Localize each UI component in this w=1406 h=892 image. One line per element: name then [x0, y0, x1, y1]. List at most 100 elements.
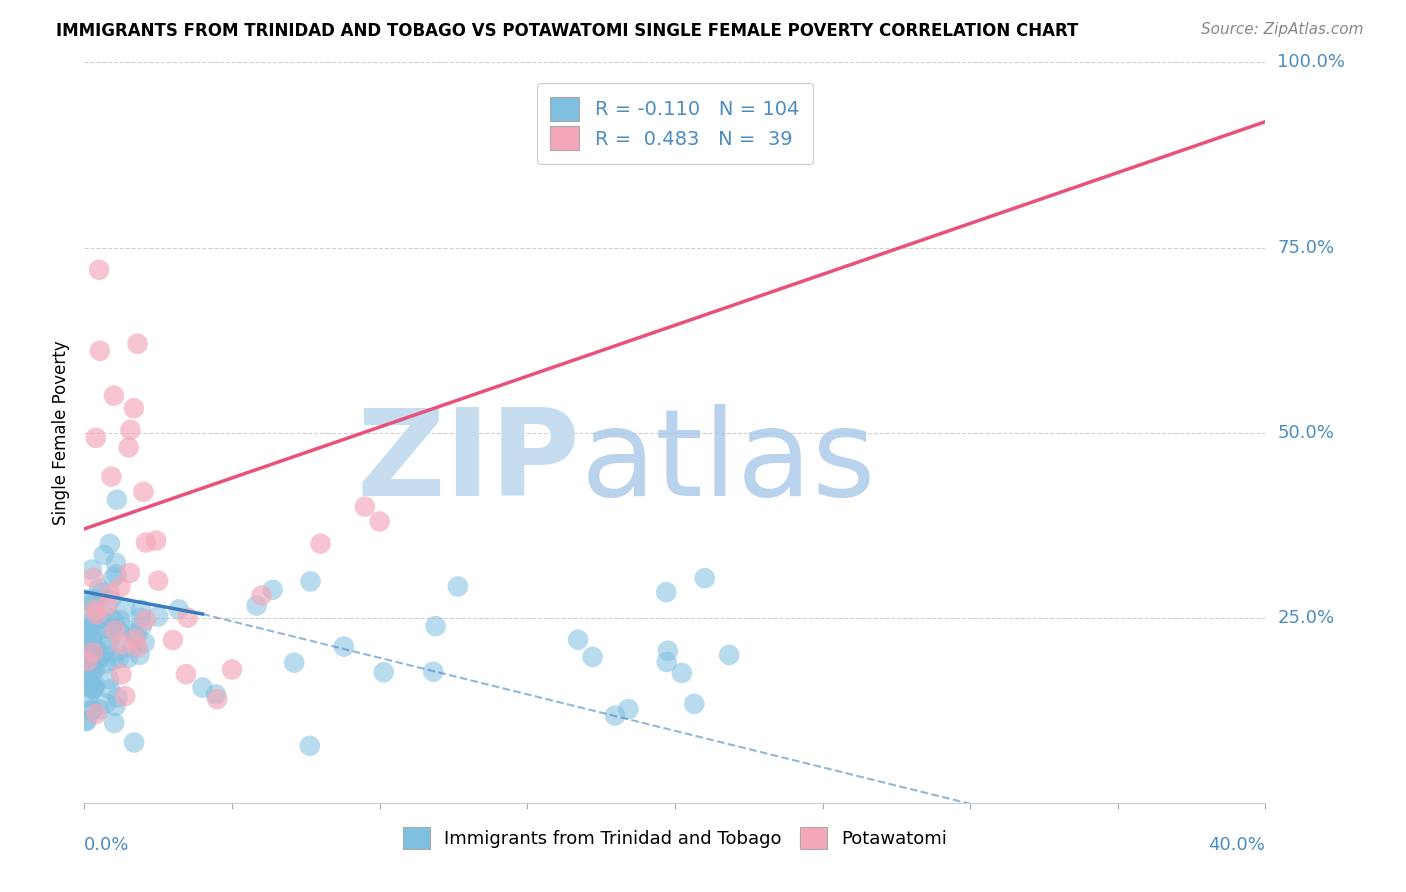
- Point: [129, 611, 152, 625]
- Point: [132, 484, 155, 499]
- Point: [124, 632, 146, 646]
- Point: [117, 651, 139, 665]
- Point: [128, 648, 150, 662]
- Point: [91, 585, 114, 599]
- Point: [581, 649, 603, 664]
- Point: [110, 667, 132, 681]
- Point: [80, 658, 103, 673]
- Point: [98, 586, 121, 600]
- Point: [77, 637, 100, 651]
- Point: [76, 654, 98, 668]
- Point: [84, 661, 107, 675]
- Point: [100, 469, 122, 483]
- Point: [75, 642, 97, 657]
- Point: [80, 704, 103, 718]
- Point: [567, 632, 589, 647]
- Text: 0.0%: 0.0%: [84, 836, 129, 855]
- Point: [86, 643, 108, 657]
- Point: [82, 630, 104, 644]
- Point: [425, 619, 447, 633]
- Point: [98, 682, 121, 697]
- Point: [162, 632, 184, 647]
- Point: [86, 607, 108, 622]
- Point: [104, 624, 127, 638]
- Point: [90, 612, 112, 626]
- Point: [103, 570, 125, 584]
- Point: [124, 626, 146, 640]
- Point: [114, 601, 136, 615]
- Point: [131, 619, 153, 633]
- Point: [75, 650, 97, 665]
- Point: [75, 656, 97, 670]
- Point: [309, 536, 332, 550]
- Text: 25.0%: 25.0%: [1277, 608, 1334, 627]
- Point: [617, 702, 640, 716]
- Point: [118, 566, 141, 580]
- Point: [657, 643, 679, 657]
- Point: [82, 682, 104, 697]
- Point: [134, 635, 156, 649]
- Point: [368, 515, 391, 529]
- Point: [127, 336, 149, 351]
- Point: [77, 679, 100, 693]
- Point: [135, 613, 157, 627]
- Point: [98, 632, 121, 647]
- Text: Source: ZipAtlas.com: Source: ZipAtlas.com: [1201, 22, 1364, 37]
- Point: [89, 702, 111, 716]
- Point: [103, 716, 125, 731]
- Point: [122, 735, 145, 749]
- Point: [122, 401, 145, 416]
- Point: [93, 548, 115, 562]
- Point: [100, 623, 122, 637]
- Point: [120, 423, 142, 437]
- Point: [90, 649, 112, 664]
- Text: 75.0%: 75.0%: [1277, 238, 1334, 257]
- Point: [121, 640, 143, 655]
- Point: [422, 665, 444, 679]
- Point: [82, 638, 104, 652]
- Point: [100, 592, 122, 607]
- Point: [135, 535, 157, 549]
- Point: [98, 672, 121, 686]
- Text: IMMIGRANTS FROM TRINIDAD AND TOBAGO VS POTAWATOMI SINGLE FEMALE POVERTY CORRELAT: IMMIGRANTS FROM TRINIDAD AND TOBAGO VS P…: [56, 22, 1078, 40]
- Point: [94, 697, 117, 711]
- Point: [148, 574, 170, 588]
- Point: [354, 500, 377, 514]
- Text: 50.0%: 50.0%: [1277, 424, 1334, 442]
- Point: [82, 664, 104, 678]
- Point: [110, 580, 132, 594]
- Point: [94, 622, 117, 636]
- Point: [82, 646, 104, 660]
- Text: atlas: atlas: [581, 404, 876, 521]
- Point: [104, 699, 127, 714]
- Point: [221, 663, 243, 677]
- Point: [80, 632, 103, 646]
- Point: [693, 571, 716, 585]
- Point: [84, 678, 107, 692]
- Point: [125, 629, 148, 643]
- Point: [83, 681, 105, 696]
- Point: [103, 614, 125, 628]
- Text: 100.0%: 100.0%: [1277, 54, 1346, 71]
- Point: [333, 640, 356, 654]
- Point: [83, 602, 105, 616]
- Point: [108, 625, 131, 640]
- Point: [83, 598, 105, 612]
- Point: [250, 589, 273, 603]
- Point: [104, 556, 127, 570]
- Point: [105, 567, 128, 582]
- Point: [80, 562, 103, 576]
- Point: [145, 533, 167, 548]
- Point: [89, 343, 111, 358]
- Point: [96, 598, 118, 612]
- Point: [129, 603, 152, 617]
- Point: [75, 662, 97, 676]
- Point: [655, 585, 678, 599]
- Point: [107, 690, 129, 705]
- Point: [167, 602, 190, 616]
- Point: [80, 665, 103, 679]
- Point: [146, 609, 169, 624]
- Point: [177, 610, 200, 624]
- Point: [75, 714, 97, 728]
- Point: [103, 388, 125, 402]
